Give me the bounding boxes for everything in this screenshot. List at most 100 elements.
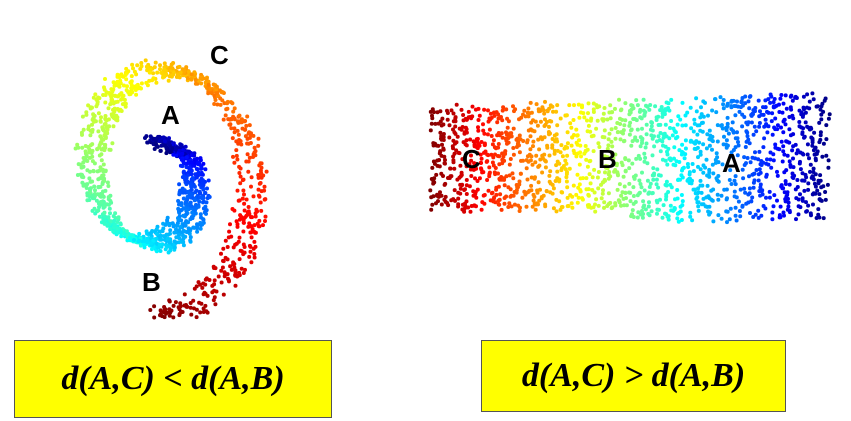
- scatter-point: [517, 133, 522, 138]
- scatter-point: [703, 165, 708, 170]
- scatter-point: [526, 106, 531, 111]
- scatter-point: [252, 223, 257, 228]
- scatter-point: [622, 203, 627, 208]
- scatter-point: [534, 153, 539, 158]
- scatter-point: [464, 127, 469, 132]
- scatter-point: [617, 182, 622, 187]
- scatter-point: [686, 177, 691, 182]
- scatter-point: [256, 175, 261, 180]
- scatter-point: [800, 178, 805, 183]
- scatter-point: [664, 179, 669, 184]
- scatter-point: [479, 207, 484, 212]
- scatter-point: [806, 203, 811, 208]
- scatter-point: [770, 217, 775, 222]
- scatter-point: [623, 101, 628, 106]
- scatter-point: [168, 65, 173, 70]
- scatter-point: [640, 215, 645, 220]
- scatter-point: [787, 159, 792, 164]
- scatter-point: [86, 103, 91, 108]
- scatter-point: [464, 199, 469, 204]
- scatter-point: [206, 79, 211, 84]
- scatter-point: [162, 61, 167, 66]
- scatter-point: [619, 130, 624, 135]
- scatter-point: [196, 160, 200, 165]
- scatter-point: [697, 140, 702, 145]
- scatter-point: [530, 204, 535, 209]
- scatter-point: [794, 151, 799, 156]
- scatter-point: [148, 308, 153, 312]
- scatter-point: [507, 173, 512, 178]
- scatter-point: [193, 81, 198, 86]
- scatter-point: [711, 219, 716, 224]
- scatter-point: [565, 141, 570, 146]
- scatter-point: [619, 107, 624, 112]
- scatter-point: [600, 191, 605, 196]
- scatter-point: [471, 193, 476, 198]
- scatter-point: [797, 108, 802, 113]
- scatter-point: [126, 90, 131, 94]
- scatter-point: [147, 78, 152, 83]
- scatter-point: [492, 113, 497, 118]
- scatter-point: [758, 109, 762, 114]
- scatter-point: [777, 102, 781, 107]
- scatter-point: [695, 195, 700, 200]
- scatter-point: [110, 97, 115, 102]
- scatter-point: [538, 157, 543, 162]
- scatter-point: [771, 204, 776, 209]
- scatter-point: [468, 137, 473, 142]
- scatter-point: [204, 208, 209, 213]
- scatter-point: [766, 124, 771, 129]
- scatter-point: [552, 148, 557, 153]
- scatter-point: [236, 239, 241, 244]
- scatter-point: [787, 115, 792, 119]
- scatter-point: [564, 113, 569, 118]
- scatter-point: [696, 200, 701, 205]
- scatter-point: [745, 130, 750, 135]
- scatter-point: [668, 126, 672, 130]
- scatter-point: [471, 139, 476, 144]
- scatter-point: [439, 193, 444, 198]
- scatter-point: [530, 162, 535, 167]
- scatter-point: [661, 132, 666, 137]
- scatter-point: [474, 195, 479, 200]
- scatter-point: [195, 226, 200, 231]
- scatter-point: [501, 154, 506, 159]
- scatter-point: [124, 229, 129, 234]
- scatter-point: [511, 152, 516, 157]
- scatter-point: [149, 231, 153, 235]
- scatter-point: [537, 147, 542, 152]
- scatter-point: [617, 97, 621, 102]
- scatter-point: [510, 171, 515, 176]
- scatter-point: [727, 178, 732, 182]
- scatter-point: [608, 116, 613, 121]
- scatter-point: [770, 111, 775, 116]
- scatter-point: [564, 175, 569, 180]
- scatter-point: [715, 192, 720, 197]
- scatter-point: [568, 121, 573, 126]
- scatter-point: [163, 247, 168, 252]
- scatter-point: [749, 113, 754, 118]
- scatter-point: [165, 236, 170, 241]
- scatter-point: [732, 194, 737, 199]
- scatter-point: [179, 144, 184, 149]
- scatter-point: [790, 148, 795, 153]
- scatter-point: [638, 156, 643, 161]
- scatter-point: [111, 229, 116, 234]
- scatter-point: [721, 102, 726, 107]
- scatter-point: [119, 234, 124, 239]
- scatter-point: [694, 96, 699, 101]
- scatter-point: [772, 97, 777, 101]
- scatter-point: [613, 152, 618, 157]
- scatter-point: [239, 266, 244, 271]
- scatter-point: [244, 197, 249, 202]
- scatter-point: [115, 226, 120, 231]
- scatter-point: [168, 228, 173, 233]
- scatter-point: [222, 271, 227, 276]
- scatter-point: [201, 292, 206, 297]
- scatter-point: [736, 199, 741, 204]
- scatter-point: [669, 97, 674, 102]
- scatter-point: [198, 310, 203, 315]
- scatter-point: [184, 208, 189, 213]
- scatter-point: [618, 137, 623, 142]
- scatter-point: [472, 161, 477, 166]
